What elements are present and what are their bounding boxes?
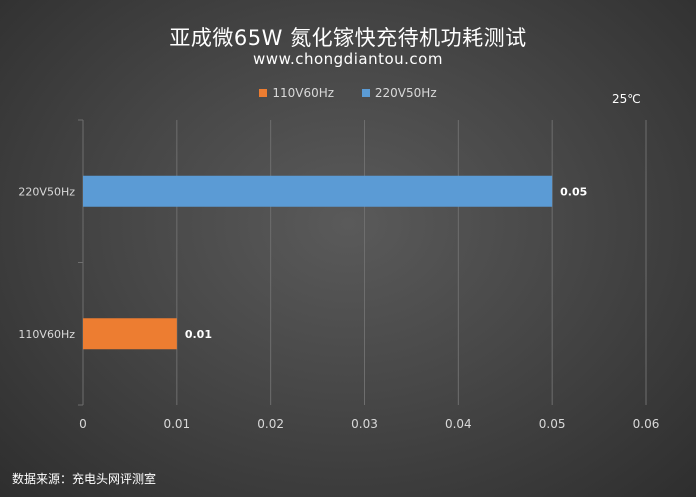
legend-item-110v60hz: 110V60Hz bbox=[259, 86, 334, 100]
x-tick-label-2: 0.02 bbox=[257, 417, 284, 431]
legend-label-220v50hz: 220V50Hz bbox=[374, 86, 437, 100]
x-tick-label-1: 0.01 bbox=[163, 417, 190, 431]
x-tick-label-4: 0.04 bbox=[445, 417, 472, 431]
category-label-110v60hz: 110V60Hz bbox=[18, 328, 75, 341]
category-label-220v50hz: 220V50Hz bbox=[18, 185, 75, 198]
legend-swatch-110v60hz bbox=[259, 89, 268, 97]
legend-item-220v50hz: 220V50Hz bbox=[361, 86, 437, 100]
chart-subtitle: www.chongdiantou.com bbox=[253, 50, 443, 68]
value-label-110v60hz: 0.01 bbox=[185, 328, 212, 341]
x-tick-label-0: 0 bbox=[79, 417, 87, 431]
chart-title: 亚成微65W 氮化镓快充待机功耗测试 bbox=[169, 26, 527, 50]
x-tick-label-5: 0.05 bbox=[539, 417, 566, 431]
data-source: 数据来源：充电头网评测室 bbox=[12, 472, 157, 486]
legend-swatch-220v50hz bbox=[361, 89, 370, 97]
bar-220v50hz bbox=[83, 175, 553, 207]
x-tick-label-3: 0.03 bbox=[351, 417, 378, 431]
bar-110v60hz bbox=[83, 318, 177, 350]
legend-label-110v60hz: 110V60Hz bbox=[272, 86, 335, 100]
x-tick-label-6: 0.06 bbox=[633, 417, 660, 431]
temperature-note: 25℃ bbox=[612, 92, 641, 106]
value-label-220v50hz: 0.05 bbox=[560, 185, 587, 198]
legend: 110V60Hz 220V50Hz bbox=[0, 86, 696, 100]
